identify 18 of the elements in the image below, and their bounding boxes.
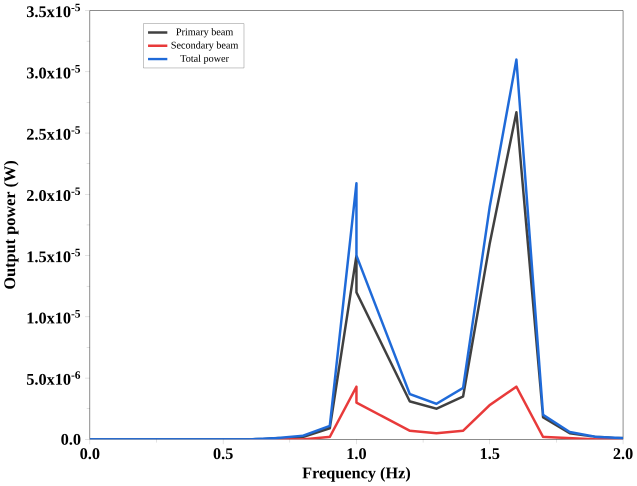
y-tick-label: 2.0x10$^{-5}$ [26,188,80,202]
y-axis-title: Output power (W) [4,161,19,290]
legend-label: Secondary beam [172,42,238,51]
y-tick-label: 1.0x10$^{-5}$ [28,310,80,324]
y-tick-label: 2.5x10$^{-5}$ [26,126,80,140]
legend-label: Primary beam [176,28,234,38]
x-tick-label: 0.0 [80,448,100,460]
y-tick-label: 5.0x10$^{-6}$ [26,372,80,386]
legend-label: Total power [180,54,229,64]
x-axis-title: Frequency (Hz) [302,467,410,482]
x-tick-label: 1.5 [480,448,500,460]
x-tick-label: 0.5 [214,448,233,460]
y-tick-label: 1.5x10$^{-5}$ [28,249,80,263]
y-tick-label: 3.0x10$^{-5}$ [26,65,80,79]
y-tick-label: 3.5x10$^{-5}$ [26,4,80,18]
y-tick-label: 0.0 [61,434,80,446]
x-tick-label: 2.0 [614,448,633,460]
x-tick-label: 1.0 [348,448,366,460]
